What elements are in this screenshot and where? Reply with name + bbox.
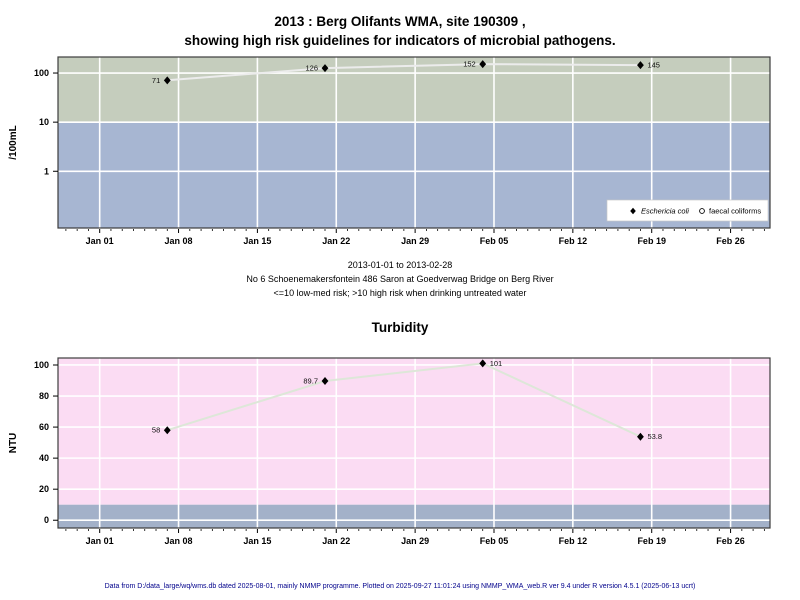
chart1-title-line1: 2013 : Berg Olifants WMA, site 190309 , bbox=[274, 14, 526, 29]
microbial-pathogens-chart: Jan 01 Jan 08 Jan 15 Jan 22 Jan 29 Feb 05 Feb … bbox=[8, 56, 771, 246]
legend-label-faecal-coliforms: faecal coliforms bbox=[709, 207, 761, 216]
data-point-marker bbox=[163, 76, 171, 85]
chart2-title: Turbidity bbox=[371, 320, 429, 335]
data-point-label: 71 bbox=[152, 76, 160, 85]
x-tick-label: Jan 08 bbox=[165, 236, 193, 246]
y-tick-label: 1 bbox=[44, 166, 49, 176]
turbidity-chart: Jan 01 Jan 08 Jan 15 Jan 22 Jan 29 Feb 05 Feb … bbox=[8, 357, 771, 546]
footer-note: Data from D:/data_large/wq/wms.db dated … bbox=[104, 583, 696, 590]
legend-box bbox=[606, 199, 769, 222]
y-axis-title: NTU bbox=[8, 433, 19, 454]
y-axis-title: /100mL bbox=[8, 125, 19, 159]
data-point-marker bbox=[637, 432, 644, 441]
legend-filled-diamond-icon bbox=[630, 207, 636, 215]
data-line bbox=[167, 63, 641, 82]
date-range-line: 2013-01-01 to 2013-02-28 bbox=[347, 260, 453, 270]
risk-band bbox=[58, 504, 770, 528]
data-point-label: 89.7 bbox=[303, 376, 318, 385]
data-point-label: 152 bbox=[463, 60, 476, 69]
y-tick-label: 10 bbox=[39, 117, 49, 127]
site-description-line: No 6 Schoenemakersfontein 486 Saron at G… bbox=[246, 274, 554, 284]
data-point-label: 145 bbox=[647, 61, 660, 70]
data-point-label: 126 bbox=[305, 64, 318, 73]
legend-open-circle-icon bbox=[699, 208, 705, 214]
x-tick-label: Feb 26 bbox=[716, 236, 745, 246]
data-point-marker bbox=[479, 359, 487, 368]
x-tick-label: Jan 22 bbox=[322, 536, 350, 546]
data-line bbox=[167, 362, 641, 438]
chart1-subtitle: 2013-01-01 to 2013-02-28 No 6 Schoenemak… bbox=[0, 258, 800, 300]
data-point-marker bbox=[637, 61, 644, 70]
data-point-marker bbox=[321, 64, 329, 73]
risk-band bbox=[58, 358, 770, 505]
y-tick-label: 0 bbox=[44, 515, 49, 525]
legend-label-ecoli: Eschericia coli bbox=[641, 207, 689, 216]
x-tick-label: Jan 29 bbox=[401, 236, 429, 246]
y-tick-label: 20 bbox=[39, 484, 49, 494]
x-tick-label: Feb 12 bbox=[559, 536, 588, 546]
x-tick-label: Feb 05 bbox=[480, 536, 509, 546]
x-tick-label: Feb 05 bbox=[480, 236, 509, 246]
y-tick-label: 100 bbox=[34, 360, 49, 370]
plot-frame bbox=[57, 56, 771, 229]
x-tick-label: Jan 15 bbox=[243, 536, 271, 546]
x-tick-label: Jan 15 bbox=[243, 236, 271, 246]
data-point-marker bbox=[321, 376, 329, 385]
y-tick-label: 100 bbox=[34, 68, 49, 78]
data-point-label: 101 bbox=[490, 359, 503, 368]
x-tick-label: Feb 19 bbox=[637, 536, 666, 546]
x-tick-label: Feb 19 bbox=[637, 236, 666, 246]
x-tick-label: Jan 29 bbox=[401, 536, 429, 546]
data-point-label: 53.8 bbox=[647, 432, 662, 441]
chart1-title: 2013 : Berg Olifants WMA, site 190309 , … bbox=[0, 12, 800, 50]
x-tick-label: Jan 01 bbox=[86, 236, 114, 246]
y-tick-label: 40 bbox=[39, 453, 49, 463]
data-point-marker bbox=[479, 60, 487, 69]
x-tick-label: Jan 22 bbox=[322, 236, 350, 246]
data-point-marker bbox=[163, 426, 171, 435]
y-tick-label: 60 bbox=[39, 422, 49, 432]
chart1-title-line2: showing high risk guidelines for indicat… bbox=[184, 33, 616, 48]
plot-frame bbox=[57, 357, 771, 529]
x-tick-label: Feb 12 bbox=[559, 236, 588, 246]
y-tick-label: 80 bbox=[39, 391, 49, 401]
data-point-label: 58 bbox=[152, 426, 160, 435]
x-tick-label: Jan 01 bbox=[86, 536, 114, 546]
x-tick-label: Jan 08 bbox=[165, 536, 193, 546]
x-tick-label: Feb 26 bbox=[716, 536, 745, 546]
risk-guideline-line: <=10 low-med risk; >10 high risk when dr… bbox=[273, 288, 527, 298]
